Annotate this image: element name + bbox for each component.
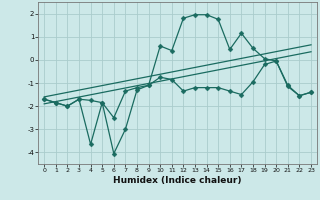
X-axis label: Humidex (Indice chaleur): Humidex (Indice chaleur) [113,176,242,185]
